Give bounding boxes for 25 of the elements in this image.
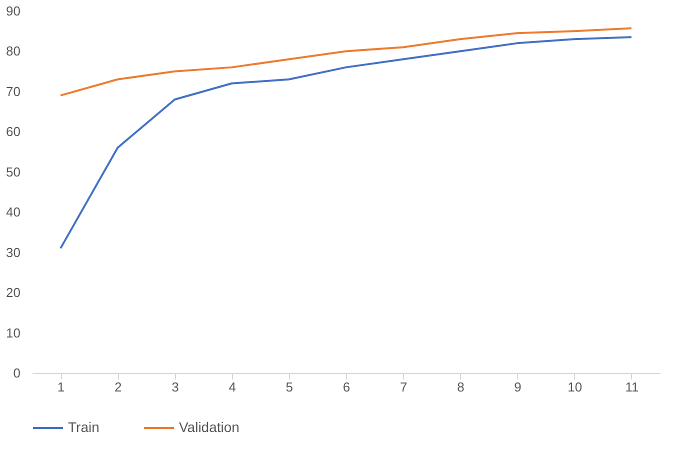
x-tick-label: 8 <box>457 380 464 394</box>
x-tick-label: 11 <box>625 380 639 394</box>
y-tick-label: 40 <box>6 204 20 220</box>
legend-label: Train <box>68 419 100 435</box>
line-series <box>60 36 632 250</box>
x-tick-label: 5 <box>286 380 294 394</box>
x-tick-label: 10 <box>568 380 582 394</box>
y-tick-label: 30 <box>6 244 20 260</box>
y-tick-label: 70 <box>6 84 20 99</box>
x-tick-label: 3 <box>172 380 179 394</box>
legend-label: Validation <box>179 419 240 435</box>
y-tick-label: 50 <box>6 164 20 180</box>
y-tick-label: 0 <box>13 366 20 380</box>
x-tick-label: 7 <box>400 380 408 394</box>
x-tick-label: 1 <box>57 380 65 394</box>
x-tick-label: 4 <box>228 380 236 394</box>
y-tick-label: 80 <box>6 44 20 59</box>
y-tick-label: 90 <box>6 4 20 18</box>
y-tick-label: 20 <box>6 285 20 300</box>
x-tick-label: 6 <box>342 380 350 394</box>
x-tick-label: 9 <box>514 380 522 394</box>
line-series <box>60 27 632 96</box>
y-tick-label: 10 <box>6 325 20 340</box>
x-tick-label: 2 <box>114 380 122 394</box>
y-tick-label: 60 <box>6 124 20 140</box>
